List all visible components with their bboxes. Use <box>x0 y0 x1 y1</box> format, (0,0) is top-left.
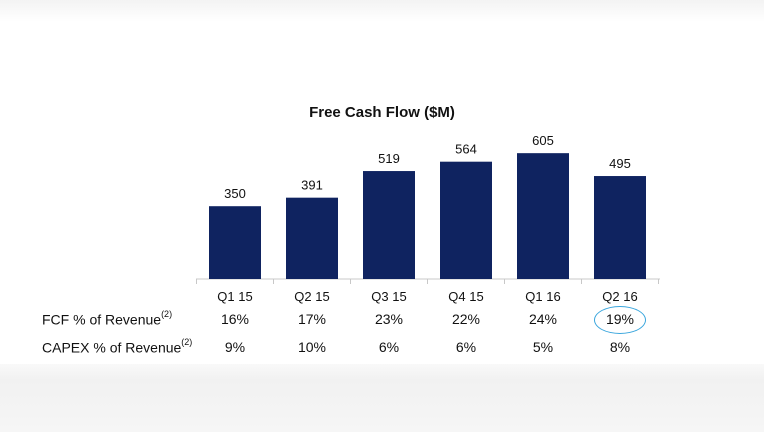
bar-data-label: 519 <box>378 151 400 166</box>
x-tick-label: Q1 15 <box>217 289 252 304</box>
table-cell: 10% <box>297 339 327 355</box>
bar-data-label: 495 <box>609 156 631 171</box>
bar-data-label: 564 <box>455 142 477 157</box>
highlight-circle <box>594 306 646 334</box>
chart-title: Free Cash Flow ($M) <box>309 104 455 121</box>
bar-q1-15 <box>209 206 261 279</box>
bar-data-label: 391 <box>301 178 323 193</box>
table-cell: 24% <box>528 311 558 327</box>
bar-q3-15 <box>363 171 415 279</box>
table-cell: 6% <box>455 339 477 355</box>
bar-data-label: 350 <box>224 186 246 201</box>
row-label-text: CAPEX % of Revenue <box>42 339 182 356</box>
x-tick-label: Q3 15 <box>371 289 406 304</box>
table-cell: 22% <box>451 311 481 327</box>
row-label: FCF % of Revenue(2) <box>42 309 173 328</box>
x-tick-label: Q4 15 <box>448 289 483 304</box>
footnote-marker: (2) <box>161 309 173 319</box>
table-cell: 6% <box>378 339 400 355</box>
table-cell: 5% <box>532 339 554 355</box>
bar-data-label: 605 <box>532 133 554 148</box>
bar-q2-16 <box>594 176 646 279</box>
bar-q1-16 <box>517 153 569 279</box>
table-cell: 23% <box>374 311 404 327</box>
x-tick-label: Q1 16 <box>525 289 560 304</box>
x-tick-label: Q2 16 <box>602 289 637 304</box>
table-cell: 9% <box>224 339 246 355</box>
row-label-text: FCF % of Revenue <box>42 311 162 328</box>
row-label: CAPEX % of Revenue(2) <box>42 337 193 356</box>
x-tick-label: Q2 15 <box>294 289 329 304</box>
table-cell: 16% <box>220 311 250 327</box>
table-cell: 17% <box>297 311 327 327</box>
bar-q2-15 <box>286 197 338 279</box>
table-cell: 8% <box>609 339 631 355</box>
bar-q4-15 <box>440 161 492 279</box>
footnote-marker: (2) <box>181 337 193 347</box>
